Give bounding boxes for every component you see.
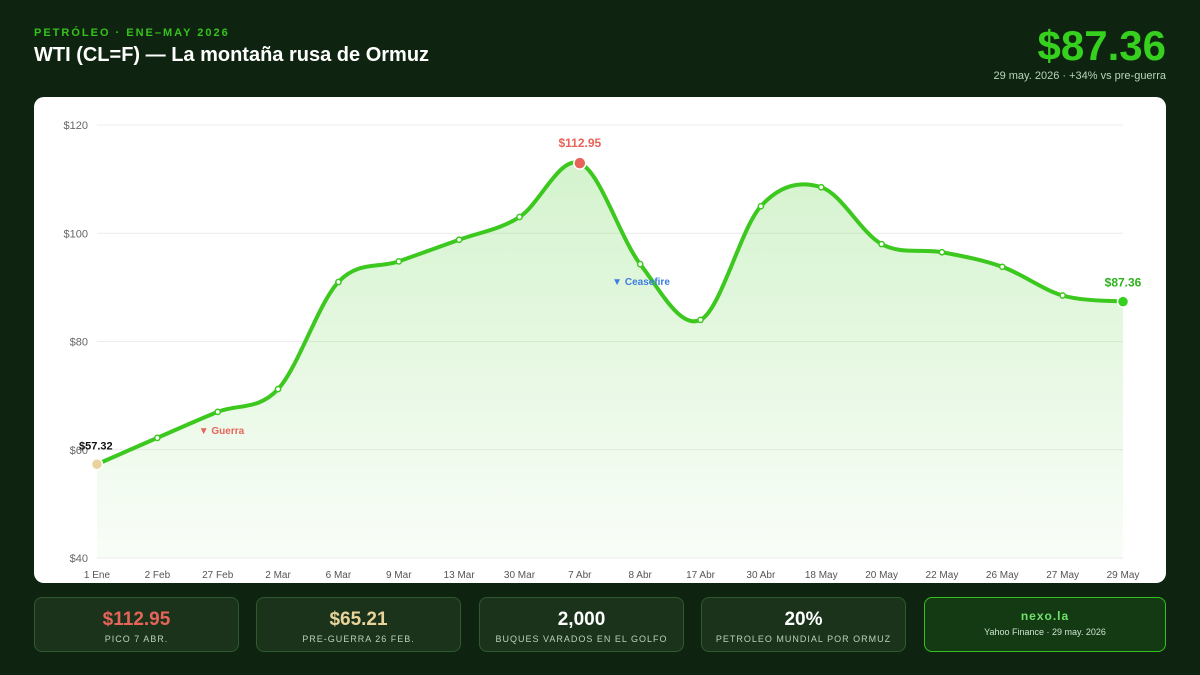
data-point [817,183,825,191]
data-point [697,316,704,324]
x-tick-label: 27 May [1046,570,1079,581]
stat-card-peak: $112.95 PICO 7 ABR. [34,597,239,652]
peak-point [573,156,587,170]
data-point [274,385,282,393]
start-value-label: $57.32 [79,440,113,452]
data-point [636,260,644,268]
y-tick-label: $40 [70,553,88,565]
x-tick-label: 29 May [1107,570,1140,581]
price-chart: $40 $60 $80 $100 $120 1 Ene 2 Feb 27 Feb 2 Mar 6 … [64,120,1142,581]
stat-value: 2,000 [557,609,606,630]
end-point [1116,295,1130,308]
y-tick-label: $120 [64,120,88,132]
data-point [1059,292,1066,299]
area-fill [97,162,1123,558]
x-tick-label: 27 Feb [202,570,234,581]
stat-label: PRE-GUERRA 26 FEB. [302,634,415,644]
data-point [878,240,885,248]
stat-card-ships: 2,000 BUQUES VARADOS EN EL GOLFO [479,597,684,652]
x-tick-label: 20 May [865,570,898,581]
y-tick-label: $100 [64,228,88,240]
y-tick-label: $80 [70,337,88,349]
stat-label: PETROLEO MUNDIAL POR ORMUZ [715,634,892,644]
x-tick-label: 2 Mar [265,570,291,581]
stat-card-hormuz: 20% PETROLEO MUNDIAL POR ORMUZ [701,597,906,652]
stat-card-prewar: $65.21 PRE-GUERRA 26 FEB. [256,597,461,652]
brand-source: Yahoo Finance · 29 may. 2026 [984,627,1106,637]
current-price: $87.36 [1037,22,1166,69]
x-tick-label: 6 Mar [326,570,352,581]
x-tick-label: 30 Mar [504,570,536,581]
data-point [395,258,403,265]
x-tick-label: 17 Abr [686,570,716,581]
end-value-label: $87.36 [1105,276,1142,290]
brand-card[interactable]: nexo.la Yahoo Finance · 29 may. 2026 [924,597,1166,652]
data-point [455,236,463,244]
data-point [998,263,1006,271]
data-point [154,434,161,442]
header-kicker: PETRÓLEO · ENE–MAY 2026 [34,27,230,39]
stat-value: 20% [784,609,823,630]
stat-value: $112.95 [102,609,171,630]
x-tick-label: 30 Abr [746,570,776,581]
x-tick-label: 13 Mar [444,570,476,581]
stat-value: $65.21 [329,609,388,630]
annotation-guerra: ▼ Guerra [199,426,245,437]
x-tick-label: 1 Ene [84,570,111,581]
x-tick-label: 2 Feb [145,570,171,581]
x-tick-label: 9 Mar [386,570,412,581]
brand-name: nexo.la [1020,609,1070,623]
data-point [938,248,946,256]
y-tick-label: $60 [70,445,88,457]
price-subtitle: 29 may. 2026 · +34% vs pre-guerra [993,70,1166,82]
x-tick-label: 8 Abr [628,570,652,581]
x-tick-label: 22 May [926,570,959,581]
stat-label: PICO 7 ABR. [104,634,169,644]
x-tick-label: 26 May [986,570,1019,581]
data-point [757,202,765,210]
peak-value-label: $112.95 [558,136,601,150]
stat-label: BUQUES VARADOS EN EL GOLFO [495,634,668,644]
data-point [516,213,523,221]
x-tick-label: 7 Abr [568,570,592,581]
data-point [214,408,222,416]
start-point [90,458,104,471]
data-point [335,278,342,286]
x-tick-label: 18 May [805,570,838,581]
annotation-ceasefire: ▼ Ceasefire [612,277,670,288]
page-title: WTI (CL=F) — La montaña rusa de Ormuz [34,44,430,66]
chart-card: $40 $60 $80 $100 $120 1 Ene 2 Feb 27 Feb 2 Mar 6 … [34,97,1166,583]
